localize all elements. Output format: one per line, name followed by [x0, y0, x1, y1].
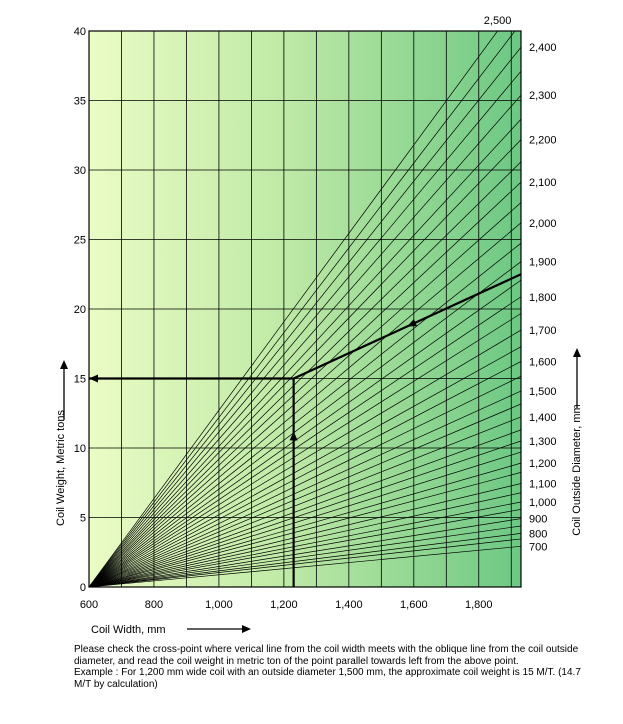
diameter-label-right: 2,300	[529, 90, 557, 102]
diameter-label-right: 900	[529, 514, 547, 526]
diameter-line-1600	[89, 361, 521, 587]
diameter-label-right: 1,600	[529, 356, 557, 368]
x-tick-label: 1,800	[465, 599, 493, 611]
diameter-line-1200	[89, 462, 521, 587]
diameter-lines	[89, 31, 521, 587]
diameter-label-right: 2,000	[529, 218, 557, 230]
diameter-line-1100	[89, 483, 521, 587]
diameter-label-right: 700	[529, 541, 547, 553]
diameter-label-top: 2,500	[484, 15, 512, 27]
diameter-line-1350	[89, 429, 521, 587]
diameter-line-1500	[89, 390, 521, 587]
y-tick-label: 30	[74, 165, 86, 177]
y-tick-label: 15	[74, 374, 86, 386]
diameter-line-900	[89, 518, 521, 587]
grid	[88, 31, 521, 587]
y-tick-label: 0	[80, 582, 86, 594]
y2-axis-title: Coil Outside Diameter, mm	[571, 404, 583, 535]
y-tick-label: 35	[74, 96, 86, 108]
y-tick-label: 10	[74, 443, 86, 455]
diameter-line-2050	[89, 202, 521, 587]
diameter-line-1050	[89, 492, 521, 587]
diameter-label-right: 2,200	[529, 135, 557, 147]
diameter-line-2300	[89, 95, 521, 587]
tick-labels: 2,500 2,400 2,300 2,200 2,100 2,000 1,900 1,800…	[74, 15, 557, 611]
diameter-label-right: 1,900	[529, 257, 557, 269]
diameter-label-right: 1,200	[529, 458, 557, 470]
y-direction-arrow	[60, 360, 68, 420]
y-tick-label: 25	[74, 235, 86, 247]
diameter-line-1850	[89, 279, 521, 587]
diameter-line-2000	[89, 222, 521, 587]
diameter-label-right: 1,700	[529, 325, 557, 337]
note-instruction: Please check the cross-point where veric…	[74, 644, 579, 667]
x-tick-label: 1,000	[205, 599, 233, 611]
diameter-line-1650	[89, 346, 521, 587]
diameter-label-right: 1,400	[529, 412, 557, 424]
y2-direction-arrow	[573, 348, 581, 408]
diameter-line-950	[89, 509, 521, 587]
diameter-line-750	[89, 538, 521, 587]
diameter-label-right: 2,100	[529, 177, 557, 189]
x-tick-label: 1,400	[335, 599, 363, 611]
diameter-label-right: 1,100	[529, 478, 557, 490]
x-direction-arrow	[187, 625, 251, 633]
diameter-line-2500	[89, 31, 499, 587]
diameter-line-1150	[89, 472, 521, 587]
diameter-label-right: 1,000	[529, 497, 557, 509]
diameter-line-1950	[89, 242, 521, 587]
y-tick-label: 20	[74, 304, 86, 316]
diameter-line-1400	[89, 416, 521, 587]
diameter-line-700	[89, 545, 521, 587]
diameter-label-right: 1,500	[529, 386, 557, 398]
example-oblique-arrow	[407, 318, 418, 327]
instruction-note: Please check the cross-point where veric…	[74, 644, 594, 690]
diameter-line-1550	[89, 375, 521, 587]
x-tick-label: 800	[145, 599, 163, 611]
example-left-arrow	[89, 374, 98, 383]
diameter-line-2100	[89, 181, 521, 587]
example-path	[89, 273, 522, 587]
diameter-line-2250	[89, 119, 521, 587]
diameter-line-800	[89, 533, 521, 587]
note-example: Example : For 1,200 mm wide coil with an…	[74, 667, 581, 690]
diameter-label-right: 1,300	[529, 436, 557, 448]
diameter-line-2400	[89, 46, 521, 587]
x-axis-title: Coil Width, mm	[91, 624, 166, 636]
y-axis-title: Coil Weight, Metric tons	[55, 410, 67, 526]
diameter-line-1450	[89, 403, 521, 587]
x-tick-label: 1,600	[400, 599, 428, 611]
diameter-line-2200	[89, 139, 521, 587]
diameter-line-1000	[89, 501, 521, 587]
diameter-line-1300	[89, 440, 521, 587]
diameter-line-1750	[89, 313, 521, 587]
diameter-line-1250	[89, 451, 521, 587]
plot-frame	[88, 30, 522, 588]
x-tick-label: 1,200	[270, 599, 298, 611]
diameter-line-2450	[89, 31, 516, 587]
diameter-line-1900	[89, 261, 521, 587]
diameter-label-right: 1,800	[529, 292, 557, 304]
diameter-label-right: 2,400	[529, 42, 557, 54]
y-tick-label: 40	[74, 26, 86, 38]
diameter-label-right: 800	[529, 528, 547, 540]
y-tick-label: 5	[80, 513, 86, 525]
diameter-line-2350	[89, 70, 521, 587]
x-tick-label: 600	[80, 599, 98, 611]
diameter-line-850	[89, 525, 521, 587]
diameter-line-1800	[89, 296, 521, 587]
example-up-arrow	[289, 431, 298, 441]
diameter-line-1700	[89, 329, 521, 587]
